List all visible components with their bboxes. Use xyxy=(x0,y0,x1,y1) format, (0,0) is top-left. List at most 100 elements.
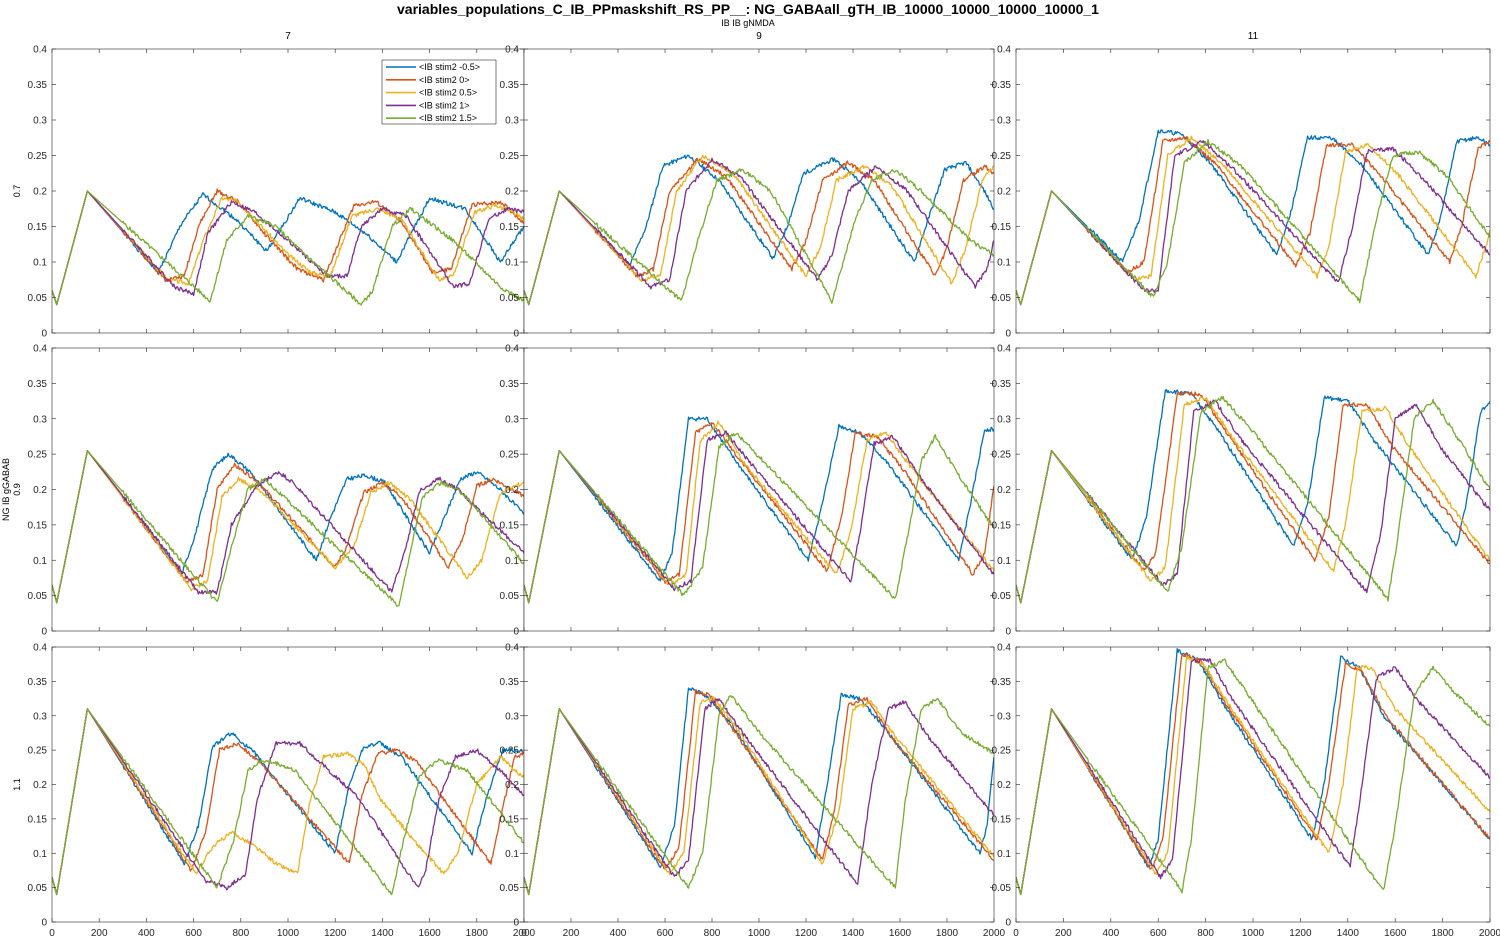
panel-r1-c2: 0 0.05 0.1 0.15 0.2 0.25 0.3 0.35 0.4 xyxy=(992,344,1491,638)
x-tick-label: 200 xyxy=(1055,928,1072,938)
x-tick-label: 1000 xyxy=(748,928,771,938)
y-tick-label: 0.25 xyxy=(500,151,520,162)
y-tick-label: 0.1 xyxy=(33,556,47,567)
series-line xyxy=(1016,658,1490,896)
panel-r1-c0: 0 0.05 0.1 0.15 0.2 0.25 0.3 0.35 0.4 xyxy=(28,344,525,638)
series-line xyxy=(524,698,994,896)
y-tick-label: 0.35 xyxy=(500,379,520,390)
y-tick-label: 0.2 xyxy=(33,187,47,198)
x-tick-label: 2000 xyxy=(1479,928,1500,938)
series-line xyxy=(1016,140,1490,306)
x-tick-label: 600 xyxy=(185,928,202,938)
x-tick-label: 0 xyxy=(521,928,527,938)
plot-area xyxy=(524,348,994,631)
panel-r2-c2: 0 0.05 0.1 0.15 0.2 0.25 0.3 0.35 0.4 0 200 400 600 8… xyxy=(992,643,1500,938)
y-tick-label: 0.2 xyxy=(505,780,519,791)
y-tick-label: 0.35 xyxy=(28,677,48,688)
y-tick-label: 0.05 xyxy=(28,883,48,894)
x-tick-label: 1200 xyxy=(324,928,347,938)
y-tick-label: 0.4 xyxy=(33,344,47,355)
y-tick-label: 0.15 xyxy=(28,814,48,825)
legend-label: <IB stim2 0.5> xyxy=(419,88,477,98)
series-line xyxy=(52,190,524,306)
panel-r0-c1: 0 0.05 0.1 0.15 0.2 0.25 0.3 0.35 0.4 xyxy=(500,45,995,340)
y-tick-label: 0.3 xyxy=(997,711,1011,722)
y-tick-label: 0.35 xyxy=(28,80,48,91)
x-tick-label: 0 xyxy=(1013,928,1019,938)
y-tick-label: 0.05 xyxy=(992,591,1012,602)
y-tick-label: 0.1 xyxy=(505,258,519,269)
y-tick-label: 0 xyxy=(513,329,519,340)
y-tick-label: 0.05 xyxy=(500,883,520,894)
x-tick-label: 0 xyxy=(49,928,55,938)
y-tick-label: 0.3 xyxy=(33,116,47,127)
series-line xyxy=(524,432,994,604)
y-tick-label: 0 xyxy=(41,627,47,638)
x-tick-label: 1000 xyxy=(277,928,300,938)
plot-area xyxy=(52,647,524,922)
y-tick-label: 0.2 xyxy=(505,187,519,198)
y-tick-label: 0.1 xyxy=(505,556,519,567)
y-tick-label: 0 xyxy=(1005,918,1011,929)
y-tick-label: 0.1 xyxy=(997,258,1011,269)
y-tick-label: 0.25 xyxy=(500,746,520,757)
column-title: 11 xyxy=(1248,31,1259,42)
y-tick-label: 0.05 xyxy=(28,293,48,304)
y-tick-label: 0.2 xyxy=(505,485,519,496)
y-tick-label: 0.15 xyxy=(500,814,520,825)
y-tick-label: 0.15 xyxy=(28,222,48,233)
series-line xyxy=(1016,658,1490,896)
y-tick-label: 0.1 xyxy=(997,849,1011,860)
column-title: 9 xyxy=(756,31,762,42)
series-group xyxy=(52,188,524,306)
x-tick-label: 400 xyxy=(1102,928,1119,938)
x-tick-label: 800 xyxy=(1197,928,1214,938)
series-line xyxy=(524,168,994,306)
y-tick-label: 0.25 xyxy=(992,151,1012,162)
plot-area xyxy=(52,348,524,631)
y-tick-label: 0 xyxy=(1005,329,1011,340)
y-tick-label: 0.4 xyxy=(997,45,1011,56)
panel-r1-c1: 0 0.05 0.1 0.15 0.2 0.25 0.3 0.35 0.4 xyxy=(500,344,995,638)
series-group xyxy=(1016,647,1490,896)
y-tick-label: 0.35 xyxy=(500,80,520,91)
x-tick-label: 800 xyxy=(232,928,249,938)
y-tick-label: 0.25 xyxy=(28,746,48,757)
x-tick-label: 1800 xyxy=(1431,928,1454,938)
y-tick-label: 0.3 xyxy=(997,414,1011,425)
x-tick-label: 1600 xyxy=(1384,928,1407,938)
y-tick-label: 0 xyxy=(513,627,519,638)
y-tick-label: 0.35 xyxy=(28,379,48,390)
series-group xyxy=(524,154,994,306)
series-group xyxy=(52,708,524,896)
series-line xyxy=(52,708,524,896)
x-tick-label: 800 xyxy=(704,928,721,938)
y-tick-label: 0 xyxy=(41,918,47,929)
series-line xyxy=(524,416,994,604)
y-tick-label: 0.3 xyxy=(33,414,47,425)
series-line xyxy=(524,157,994,306)
legend-label: <IB stim2 1.5> xyxy=(419,113,477,123)
y-tick-label: 0.1 xyxy=(33,849,47,860)
y-tick-label: 0.05 xyxy=(992,293,1012,304)
series-line xyxy=(52,449,524,604)
series-group xyxy=(1016,129,1490,306)
y-tick-label: 0.15 xyxy=(992,520,1012,531)
column-title: 7 xyxy=(285,31,291,42)
x-tick-label: 1000 xyxy=(1242,928,1265,938)
y-tick-label: 0.2 xyxy=(997,485,1011,496)
y-tick-label: 0.3 xyxy=(33,711,47,722)
panel-r0-c2: 0 0.05 0.1 0.15 0.2 0.25 0.3 0.35 0.4 xyxy=(992,45,1491,340)
y-tick-label: 0.3 xyxy=(997,116,1011,127)
y-tick-label: 0.3 xyxy=(505,711,519,722)
y-tick-label: 0.4 xyxy=(505,45,519,56)
panel-r2-c1: 0 0.05 0.1 0.15 0.2 0.25 0.3 0.35 0.4 0 200 400 600 8… xyxy=(500,643,1006,938)
y-tick-label: 0 xyxy=(1005,627,1011,638)
series-group xyxy=(1016,388,1490,604)
series-line xyxy=(1016,395,1490,604)
x-tick-label: 200 xyxy=(91,928,108,938)
y-tick-label: 0.05 xyxy=(28,591,48,602)
figure-title: variables_populations_C_IB_PPmaskshift_R… xyxy=(397,1,1099,17)
x-tick-label: 1200 xyxy=(795,928,818,938)
